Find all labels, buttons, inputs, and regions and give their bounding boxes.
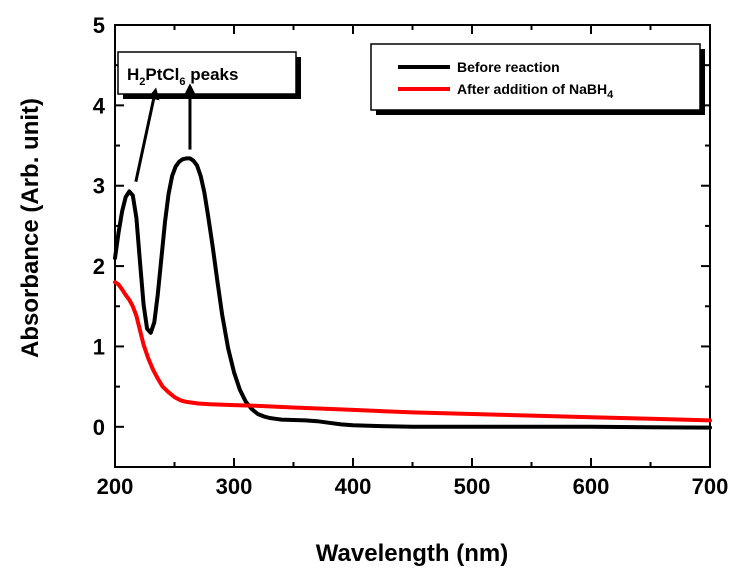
y-tick-label: 0 bbox=[93, 415, 105, 440]
x-tick-label: 300 bbox=[216, 474, 253, 499]
x-tick-label: 700 bbox=[692, 474, 729, 499]
series-line-after-nabh4 bbox=[113, 280, 712, 423]
legend-label-after: After addition of NaBH4 bbox=[457, 81, 614, 101]
series-group bbox=[113, 156, 712, 430]
x-axis-ticks: 200 300 400 500 600 700 bbox=[97, 25, 729, 499]
annotation-box bbox=[117, 51, 297, 95]
legend-label-before: Before reaction bbox=[457, 59, 560, 75]
x-tick-label: 600 bbox=[573, 474, 610, 499]
x-tick-label: 400 bbox=[335, 474, 372, 499]
y-tick-label: 2 bbox=[93, 254, 105, 279]
y-axis-title: Absorbance (Arb. unit) bbox=[17, 98, 44, 358]
y-tick-label: 4 bbox=[93, 93, 106, 118]
arrow-peak-1 bbox=[134, 87, 160, 183]
y-tick-label: 5 bbox=[93, 13, 105, 38]
y-axis-ticks: 0 1 2 3 4 5 bbox=[93, 13, 710, 468]
peaks-annotation: H2PtCl6 peaks bbox=[117, 51, 301, 99]
legend-box bbox=[370, 43, 701, 111]
annotation-arrows bbox=[134, 83, 196, 183]
x-tick-label: 200 bbox=[97, 474, 134, 499]
x-axis-title: Wavelength (nm) bbox=[316, 540, 508, 567]
series-line-before-reaction bbox=[113, 156, 712, 430]
y-tick-label: 3 bbox=[93, 174, 105, 199]
x-tick-label: 500 bbox=[454, 474, 491, 499]
y-tick-label: 1 bbox=[93, 334, 105, 359]
legend: Before reaction After addition of NaBH4 bbox=[370, 43, 705, 115]
annotation-text: H2PtCl6 peaks bbox=[127, 65, 238, 88]
